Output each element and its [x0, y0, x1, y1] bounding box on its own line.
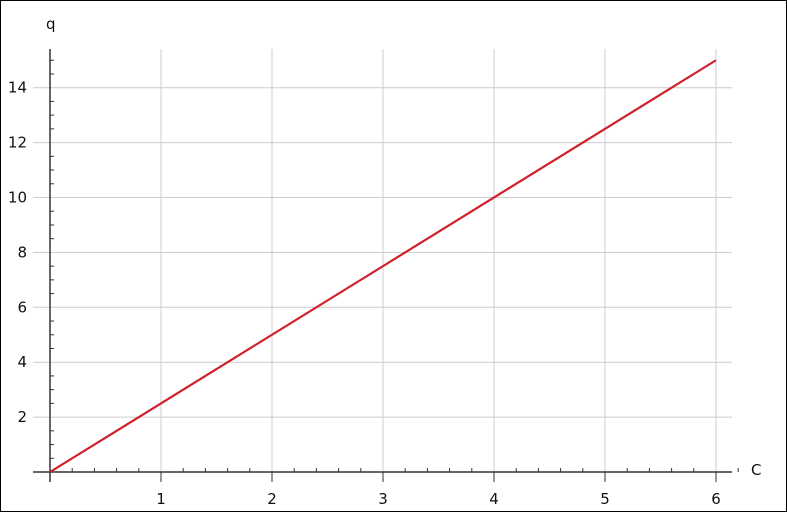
y-tick-label: 6: [17, 298, 27, 316]
y-tick-label: 2: [17, 408, 27, 426]
y-tick-label: 4: [17, 353, 27, 371]
x-axis-label: C: [751, 461, 761, 479]
y-axis-label: q: [46, 15, 56, 33]
y-tick-label: 10: [8, 189, 27, 207]
x-tick-label: 1: [156, 490, 166, 508]
x-tick-label: 2: [267, 490, 277, 508]
y-tick-label: 14: [8, 79, 27, 97]
series-line: [49, 59, 717, 473]
y-tick-label: 8: [17, 243, 27, 261]
x-tick-label: 4: [489, 490, 499, 508]
x-tick-label: 5: [600, 490, 610, 508]
x-tick-label: 6: [711, 490, 721, 508]
x-tick-label: 3: [378, 490, 388, 508]
y-tick-label: 12: [8, 134, 27, 152]
